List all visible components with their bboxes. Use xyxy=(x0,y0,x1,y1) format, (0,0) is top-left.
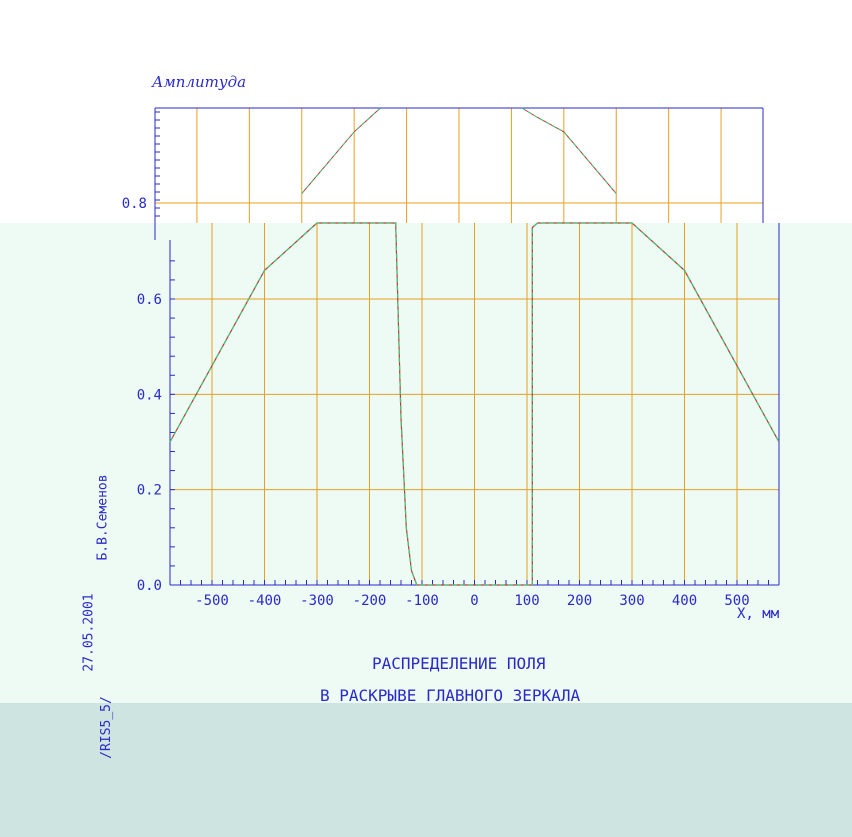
upper-y-tick-label: 0.8 xyxy=(122,196,147,212)
x-tick-label-4: -100 xyxy=(405,593,439,609)
x-tick-label-8: 300 xyxy=(619,593,644,609)
x-tick-label-9: 400 xyxy=(672,593,697,609)
plot-panel xyxy=(0,223,852,703)
date-label: 27.05.2001 xyxy=(81,593,97,672)
x-tick-label-1: -400 xyxy=(248,593,282,609)
bottom-band xyxy=(0,703,852,837)
y-tick-label-3: 0.6 xyxy=(137,292,162,308)
y-tick-label-2: 0.4 xyxy=(137,387,162,403)
x-tick-label-2: -300 xyxy=(300,593,334,609)
x-axis-title: X, мм xyxy=(737,606,780,622)
author-label: Б.В.Семенов xyxy=(95,474,111,561)
x-tick-label-10: 500 xyxy=(724,593,749,609)
file-label: /RIS5_5/ xyxy=(98,696,114,759)
x-tick-label-7: 200 xyxy=(567,593,592,609)
x-tick-label-6: 100 xyxy=(514,593,539,609)
x-tick-label-0: -500 xyxy=(195,593,229,609)
x-tick-label-5: 0 xyxy=(470,593,478,609)
caption-line-2: В РАСКРЫВЕ ГЛАВНОГО ЗЕРКАЛА xyxy=(320,686,581,705)
upper-series-line-1 xyxy=(301,107,617,194)
series-line-1 xyxy=(169,222,780,586)
y-axis-title: Амплитуда xyxy=(152,73,247,91)
y-tick-label-0: 0.0 xyxy=(137,578,162,594)
x-tick-label-3: -200 xyxy=(353,593,387,609)
y-tick-label-1: 0.2 xyxy=(137,483,162,499)
caption-line-1: РАСПРЕДЕЛЕНИЕ ПОЛЯ xyxy=(372,654,546,673)
